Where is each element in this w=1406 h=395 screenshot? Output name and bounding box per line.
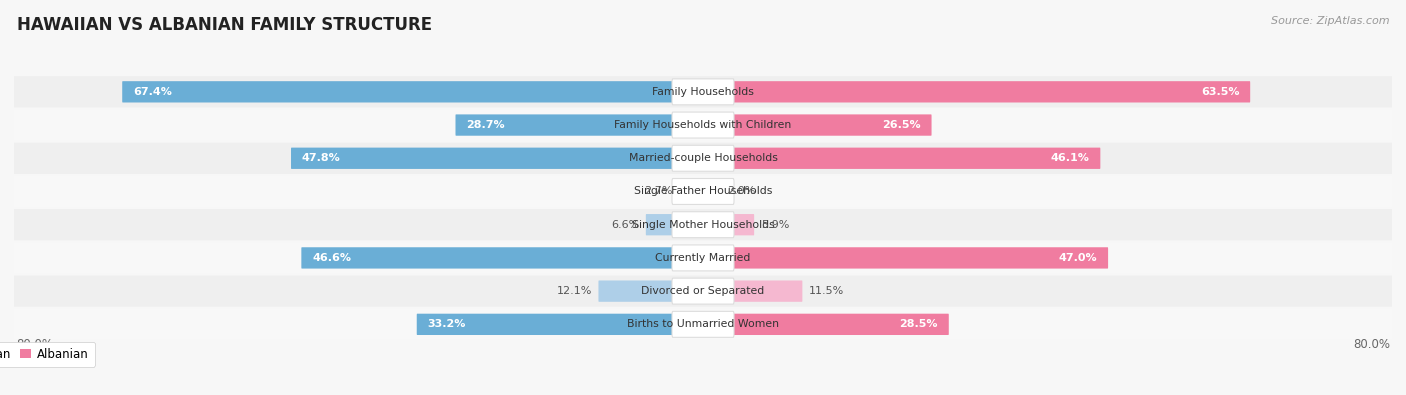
- FancyBboxPatch shape: [672, 278, 734, 304]
- Text: 28.5%: 28.5%: [900, 319, 938, 329]
- FancyBboxPatch shape: [10, 309, 1396, 340]
- Text: 67.4%: 67.4%: [134, 87, 172, 97]
- Text: Family Households: Family Households: [652, 87, 754, 97]
- FancyBboxPatch shape: [599, 280, 703, 302]
- FancyBboxPatch shape: [672, 112, 734, 138]
- Text: 80.0%: 80.0%: [1353, 338, 1391, 351]
- Text: HAWAIIAN VS ALBANIAN FAMILY STRUCTURE: HAWAIIAN VS ALBANIAN FAMILY STRUCTURE: [17, 16, 432, 34]
- FancyBboxPatch shape: [10, 109, 1396, 141]
- Text: 46.1%: 46.1%: [1050, 153, 1090, 163]
- FancyBboxPatch shape: [10, 242, 1396, 273]
- FancyBboxPatch shape: [10, 76, 1396, 107]
- Text: 6.6%: 6.6%: [612, 220, 640, 230]
- FancyBboxPatch shape: [10, 143, 1396, 174]
- FancyBboxPatch shape: [703, 115, 932, 136]
- Text: 33.2%: 33.2%: [427, 319, 465, 329]
- FancyBboxPatch shape: [672, 212, 734, 238]
- FancyBboxPatch shape: [672, 179, 734, 205]
- Legend: Hawaiian, Albanian: Hawaiian, Albanian: [0, 342, 94, 367]
- FancyBboxPatch shape: [703, 148, 1101, 169]
- Text: Family Households with Children: Family Households with Children: [614, 120, 792, 130]
- FancyBboxPatch shape: [703, 214, 754, 235]
- FancyBboxPatch shape: [10, 209, 1396, 240]
- FancyBboxPatch shape: [679, 181, 703, 202]
- FancyBboxPatch shape: [672, 79, 734, 105]
- Text: 26.5%: 26.5%: [882, 120, 921, 130]
- Text: Single Mother Households: Single Mother Households: [631, 220, 775, 230]
- FancyBboxPatch shape: [301, 247, 703, 269]
- Text: Married-couple Households: Married-couple Households: [628, 153, 778, 163]
- Text: 2.0%: 2.0%: [727, 186, 755, 196]
- FancyBboxPatch shape: [10, 276, 1396, 307]
- Text: 5.9%: 5.9%: [761, 220, 789, 230]
- FancyBboxPatch shape: [703, 181, 720, 202]
- Text: Divorced or Separated: Divorced or Separated: [641, 286, 765, 296]
- FancyBboxPatch shape: [672, 245, 734, 271]
- FancyBboxPatch shape: [10, 176, 1396, 207]
- FancyBboxPatch shape: [416, 314, 703, 335]
- Text: 2.7%: 2.7%: [644, 186, 673, 196]
- FancyBboxPatch shape: [291, 148, 703, 169]
- Text: Source: ZipAtlas.com: Source: ZipAtlas.com: [1271, 16, 1389, 26]
- Text: 80.0%: 80.0%: [15, 338, 53, 351]
- FancyBboxPatch shape: [703, 81, 1250, 102]
- Text: Single Father Households: Single Father Households: [634, 186, 772, 196]
- FancyBboxPatch shape: [703, 314, 949, 335]
- FancyBboxPatch shape: [672, 145, 734, 171]
- Text: 63.5%: 63.5%: [1201, 87, 1240, 97]
- Text: 11.5%: 11.5%: [808, 286, 844, 296]
- Text: 47.0%: 47.0%: [1059, 253, 1098, 263]
- FancyBboxPatch shape: [672, 311, 734, 337]
- Text: 28.7%: 28.7%: [467, 120, 505, 130]
- FancyBboxPatch shape: [645, 214, 703, 235]
- FancyBboxPatch shape: [456, 115, 703, 136]
- Text: 47.8%: 47.8%: [302, 153, 340, 163]
- Text: Births to Unmarried Women: Births to Unmarried Women: [627, 319, 779, 329]
- FancyBboxPatch shape: [122, 81, 703, 102]
- Text: Currently Married: Currently Married: [655, 253, 751, 263]
- FancyBboxPatch shape: [703, 280, 803, 302]
- Text: 12.1%: 12.1%: [557, 286, 592, 296]
- Text: 46.6%: 46.6%: [312, 253, 352, 263]
- FancyBboxPatch shape: [703, 247, 1108, 269]
